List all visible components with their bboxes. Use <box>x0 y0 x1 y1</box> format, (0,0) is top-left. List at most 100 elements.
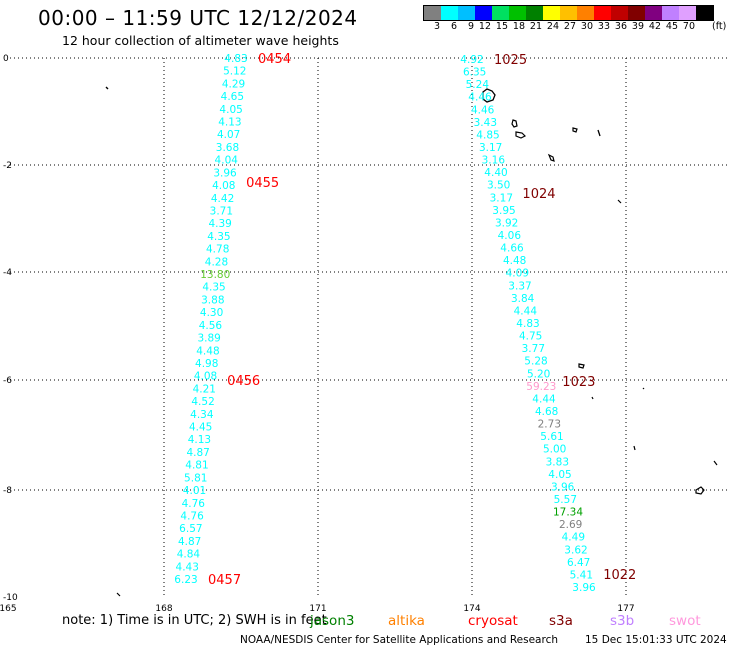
footer-timestamp: 15 Dec 15:01:33 UTC 2024 <box>585 634 727 646</box>
swh-value: 3.84 <box>511 293 535 305</box>
swh-value: 3.95 <box>492 205 515 217</box>
color-swatch <box>577 6 594 20</box>
pass-time-label: 1023 <box>562 375 595 390</box>
swh-value: 5.61 <box>540 431 563 443</box>
color-swatch <box>594 6 611 20</box>
swh-value: 3.96 <box>551 481 575 493</box>
color-swatch <box>509 6 526 20</box>
swh-value: 4.43 <box>176 561 199 573</box>
swh-value: 4.98 <box>195 358 218 370</box>
swh-value: 2.73 <box>538 419 561 431</box>
swh-value: 4.13 <box>218 117 241 129</box>
y-tick-label: -2 <box>3 161 12 171</box>
swh-value: 6.35 <box>463 67 486 79</box>
swh-value: 4.83 <box>224 53 247 65</box>
swh-value: 4.65 <box>221 91 244 103</box>
swh-value: 3.96 <box>213 167 237 179</box>
swh-value: 4.09 <box>506 268 529 280</box>
swh-value: 4.35 <box>207 231 230 243</box>
swh-value: 4.05 <box>548 469 571 481</box>
swh-value: 3.37 <box>508 280 531 292</box>
swh-value: 5.81 <box>184 472 207 484</box>
axis-tick-labels: 165 168 171 174 177 0 -2 -4 -6 -8 -10 <box>0 54 635 614</box>
swh-value: 4.06 <box>498 230 522 242</box>
satellite-legend-item: s3b <box>610 613 635 629</box>
y-tick-label: -6 <box>3 376 12 386</box>
swh-value: 4.08 <box>212 180 235 192</box>
color-scale-tick: 39 <box>631 21 644 32</box>
y-tick-label: -10 <box>3 593 18 603</box>
y-tick-label: -8 <box>3 486 12 496</box>
swh-value: 3.71 <box>210 205 233 217</box>
color-swatch <box>628 6 645 20</box>
x-tick-label: 177 <box>617 604 634 614</box>
swh-value: 3.16 <box>482 155 506 167</box>
satellite-legend-item: s3a <box>549 613 573 629</box>
swh-value: 4.81 <box>185 460 208 472</box>
swh-value: 5.12 <box>223 66 246 78</box>
color-swatch <box>645 6 662 20</box>
color-swatch <box>424 6 441 20</box>
swh-value: 4.30 <box>200 307 223 319</box>
island-2 <box>515 131 527 139</box>
swh-value: 5.00 <box>543 444 566 456</box>
swh-value: 4.87 <box>178 536 201 548</box>
swh-value: 4.21 <box>193 383 216 395</box>
island-10 <box>633 445 636 451</box>
pass-time-label: 1022 <box>603 568 636 583</box>
color-scale-tick: 27 <box>563 21 576 32</box>
swh-value: 4.85 <box>476 129 499 141</box>
pass-time-label: 0457 <box>208 573 241 588</box>
island-11 <box>713 460 718 466</box>
island-5 <box>547 153 555 162</box>
color-scale-tick: 6 <box>450 21 457 32</box>
color-scale-tick: 33 <box>597 21 610 32</box>
lat-lon-grid <box>10 57 730 597</box>
swh-value: 4.08 <box>194 371 217 383</box>
color-scale-labels: 3 6 9 12 15 18 21 24 27 30 33 36 39 42 45 70 <box>423 21 695 32</box>
swh-value: 4.87 <box>186 447 209 459</box>
swh-value: 3.89 <box>197 333 220 345</box>
satellite-legend-item: swot <box>669 613 701 629</box>
swh-value: 3.77 <box>522 343 545 355</box>
swh-value: 6.57 <box>179 523 202 535</box>
swh-value: 4.05 <box>219 104 242 116</box>
island-9 <box>642 387 645 390</box>
color-scale-tick: 3 <box>433 21 440 32</box>
color-scale-tick: 70 <box>682 21 695 32</box>
pass-time-label: 0455 <box>246 176 279 191</box>
x-tick-label: 174 <box>463 604 480 614</box>
swh-value: 3.43 <box>474 117 497 129</box>
island-6 <box>617 199 622 204</box>
color-scale-tick: 30 <box>580 21 593 32</box>
swh-value: 4.01 <box>183 485 206 497</box>
color-scale-tick: 9 <box>467 21 474 32</box>
swh-value: 13.80 <box>200 269 230 281</box>
swh-value: 4.56 <box>199 320 223 332</box>
y-tick-label: -4 <box>3 268 12 278</box>
island-7 <box>578 363 585 369</box>
swh-value: 4.48 <box>196 345 219 357</box>
swh-value: 4.44 <box>532 393 556 405</box>
color-swatch <box>662 6 679 20</box>
pass-time-label: 0454 <box>258 52 291 67</box>
swh-value: 4.13 <box>188 434 211 446</box>
swh-value: 4.48 <box>503 255 526 267</box>
swh-value: 4.29 <box>222 78 245 90</box>
island-1 <box>511 119 518 128</box>
altimeter-tracks: 4.835.124.294.654.054.134.073.684.043.96… <box>174 52 636 594</box>
color-scale-tick: 21 <box>529 21 542 32</box>
x-tick-label: 171 <box>309 604 326 614</box>
swh-value: 3.92 <box>495 217 518 229</box>
swh-value: 4.78 <box>206 244 229 256</box>
swh-value: 2.69 <box>559 519 582 531</box>
units-note: note: 1) Time is in UTC; 2) SWH is in fe… <box>62 613 327 628</box>
swh-value: 4.66 <box>500 243 524 255</box>
color-scale-unit: (ft) <box>712 21 727 32</box>
satellite-legend-item: altika <box>388 613 425 629</box>
swh-value: 3.83 <box>546 456 569 468</box>
swh-value: 4.35 <box>202 282 225 294</box>
swh-value: 3.88 <box>201 294 224 306</box>
satellite-legend-item: jason3 <box>310 613 355 629</box>
color-swatch <box>679 6 696 20</box>
